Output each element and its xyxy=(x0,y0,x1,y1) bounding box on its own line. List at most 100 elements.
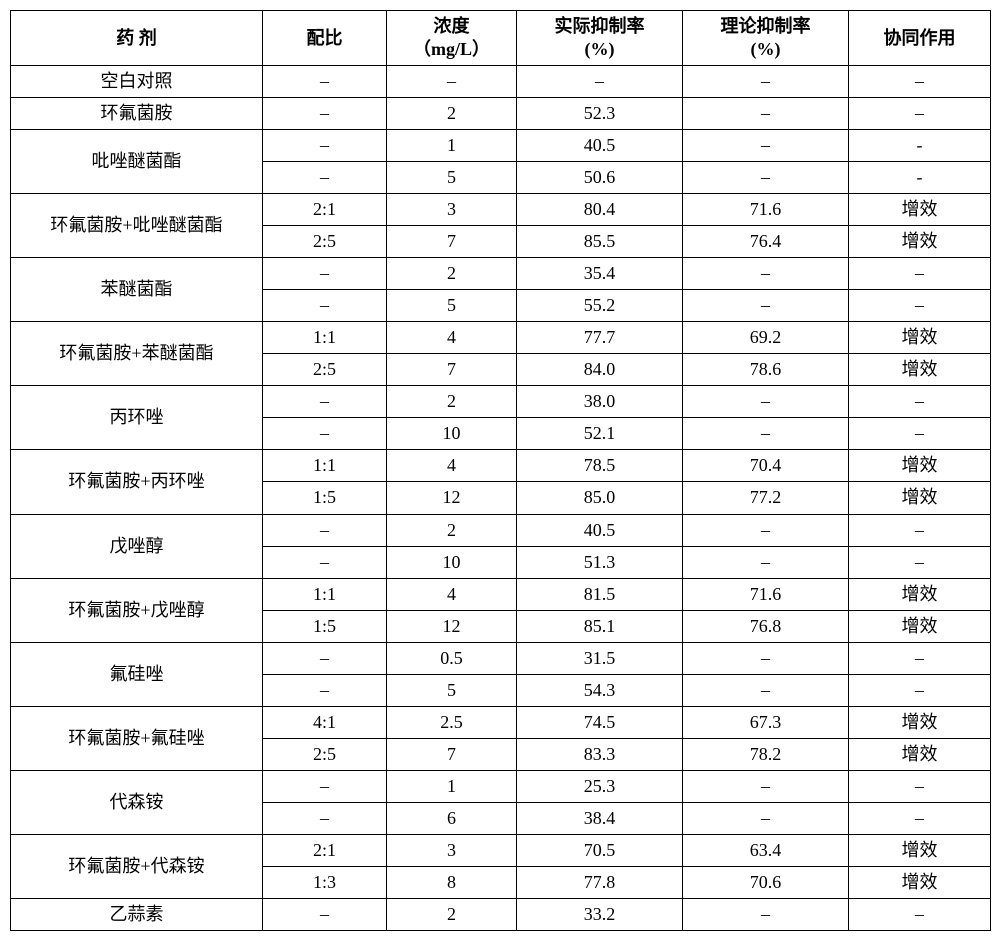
cell-concentration: 10 xyxy=(387,418,517,450)
cell-synergy: 增效 xyxy=(849,482,991,514)
cell-theoretical-inhibition: 63.4 xyxy=(683,834,849,866)
cell-ratio: – xyxy=(263,898,387,930)
cell-synergy: 增效 xyxy=(849,834,991,866)
cell-actual-inhibition: 70.5 xyxy=(517,834,683,866)
cell-agent: 环氟菌胺+戊唑醇 xyxy=(11,578,263,642)
table-row: 环氟菌胺+吡唑醚菌酯2:1380.471.6增效 xyxy=(11,194,991,226)
cell-agent: 环氟菌胺+氟硅唑 xyxy=(11,706,263,770)
cell-synergy: – xyxy=(849,98,991,130)
cell-agent: 环氟菌胺+吡唑醚菌酯 xyxy=(11,194,263,258)
cell-theoretical-inhibition: – xyxy=(683,130,849,162)
cell-ratio: 4:1 xyxy=(263,706,387,738)
cell-theoretical-inhibition: 67.3 xyxy=(683,706,849,738)
table-row: 空白对照––––– xyxy=(11,66,991,98)
cell-theoretical-inhibition: – xyxy=(683,162,849,194)
cell-actual-inhibition: 74.5 xyxy=(517,706,683,738)
cell-concentration: 4 xyxy=(387,450,517,482)
cell-concentration: 2 xyxy=(387,898,517,930)
cell-theoretical-inhibition: 76.8 xyxy=(683,610,849,642)
cell-theoretical-inhibition: – xyxy=(683,418,849,450)
cell-agent: 氟硅唑 xyxy=(11,642,263,706)
cell-actual-inhibition: 25.3 xyxy=(517,770,683,802)
cell-synergy: – xyxy=(849,898,991,930)
cell-ratio: – xyxy=(263,802,387,834)
cell-theoretical-inhibition: 71.6 xyxy=(683,194,849,226)
cell-theoretical-inhibition: 76.4 xyxy=(683,226,849,258)
cell-ratio: 1:3 xyxy=(263,866,387,898)
cell-actual-inhibition: 85.5 xyxy=(517,226,683,258)
cell-ratio: – xyxy=(263,418,387,450)
cell-actual-inhibition: 35.4 xyxy=(517,258,683,290)
col-header-actual: 实际抑制率 (%) xyxy=(517,11,683,66)
cell-concentration: 2 xyxy=(387,386,517,418)
cell-concentration: 12 xyxy=(387,482,517,514)
cell-actual-inhibition: 80.4 xyxy=(517,194,683,226)
cell-agent: 乙蒜素 xyxy=(11,898,263,930)
cell-synergy: – xyxy=(849,546,991,578)
cell-theoretical-inhibition: – xyxy=(683,770,849,802)
cell-actual-inhibition: 52.1 xyxy=(517,418,683,450)
cell-theoretical-inhibition: – xyxy=(683,802,849,834)
cell-concentration: 7 xyxy=(387,226,517,258)
cell-ratio: 1:5 xyxy=(263,610,387,642)
cell-concentration: 2 xyxy=(387,514,517,546)
cell-concentration: 1 xyxy=(387,130,517,162)
table-row: 代森铵–125.3–– xyxy=(11,770,991,802)
cell-theoretical-inhibition: 70.4 xyxy=(683,450,849,482)
cell-theoretical-inhibition: – xyxy=(683,514,849,546)
cell-concentration: 10 xyxy=(387,546,517,578)
cell-synergy: 增效 xyxy=(849,738,991,770)
cell-actual-inhibition: 84.0 xyxy=(517,354,683,386)
cell-agent: 环氟菌胺+苯醚菌酯 xyxy=(11,322,263,386)
cell-ratio: – xyxy=(263,290,387,322)
cell-theoretical-inhibition: 78.2 xyxy=(683,738,849,770)
cell-synergy: – xyxy=(849,642,991,674)
cell-actual-inhibition: 81.5 xyxy=(517,578,683,610)
col-header-actual-line1: 实际抑制率 xyxy=(555,16,645,36)
cell-actual-inhibition: 40.5 xyxy=(517,514,683,546)
cell-actual-inhibition: 55.2 xyxy=(517,290,683,322)
cell-synergy: 增效 xyxy=(849,322,991,354)
cell-actual-inhibition: 33.2 xyxy=(517,898,683,930)
cell-synergy: – xyxy=(849,66,991,98)
cell-synergy: 增效 xyxy=(849,354,991,386)
cell-agent: 代森铵 xyxy=(11,770,263,834)
table-row: 环氟菌胺+苯醚菌酯1:1477.769.2增效 xyxy=(11,322,991,354)
col-header-theo-line2: (%) xyxy=(751,39,781,59)
cell-synergy: - xyxy=(849,162,991,194)
cell-ratio: – xyxy=(263,386,387,418)
col-header-theo: 理论抑制率 (%) xyxy=(683,11,849,66)
cell-agent: 吡唑醚菌酯 xyxy=(11,130,263,194)
cell-theoretical-inhibition: – xyxy=(683,386,849,418)
cell-ratio: 2:5 xyxy=(263,226,387,258)
cell-concentration: 5 xyxy=(387,162,517,194)
cell-synergy: – xyxy=(849,674,991,706)
cell-concentration: 5 xyxy=(387,290,517,322)
table-row: 环氟菌胺+丙环唑1:1478.570.4增效 xyxy=(11,450,991,482)
cell-ratio: – xyxy=(263,66,387,98)
cell-ratio: 1:5 xyxy=(263,482,387,514)
cell-ratio: – xyxy=(263,130,387,162)
cell-theoretical-inhibition: – xyxy=(683,642,849,674)
cell-theoretical-inhibition: 71.6 xyxy=(683,578,849,610)
table-row: 环氟菌胺+代森铵2:1370.563.4增效 xyxy=(11,834,991,866)
cell-synergy: 增效 xyxy=(849,226,991,258)
cell-actual-inhibition: 83.3 xyxy=(517,738,683,770)
cell-actual-inhibition: 51.3 xyxy=(517,546,683,578)
cell-concentration: 2 xyxy=(387,258,517,290)
cell-synergy: - xyxy=(849,130,991,162)
cell-ratio: 1:1 xyxy=(263,450,387,482)
cell-synergy: 增效 xyxy=(849,866,991,898)
cell-ratio: – xyxy=(263,674,387,706)
cell-ratio: – xyxy=(263,770,387,802)
cell-actual-inhibition: 38.4 xyxy=(517,802,683,834)
cell-theoretical-inhibition: – xyxy=(683,546,849,578)
cell-concentration: 0.5 xyxy=(387,642,517,674)
cell-concentration: 7 xyxy=(387,354,517,386)
cell-agent: 丙环唑 xyxy=(11,386,263,450)
cell-synergy: – xyxy=(849,514,991,546)
cell-concentration: – xyxy=(387,66,517,98)
cell-actual-inhibition: – xyxy=(517,66,683,98)
cell-theoretical-inhibition: 70.6 xyxy=(683,866,849,898)
cell-theoretical-inhibition: – xyxy=(683,290,849,322)
